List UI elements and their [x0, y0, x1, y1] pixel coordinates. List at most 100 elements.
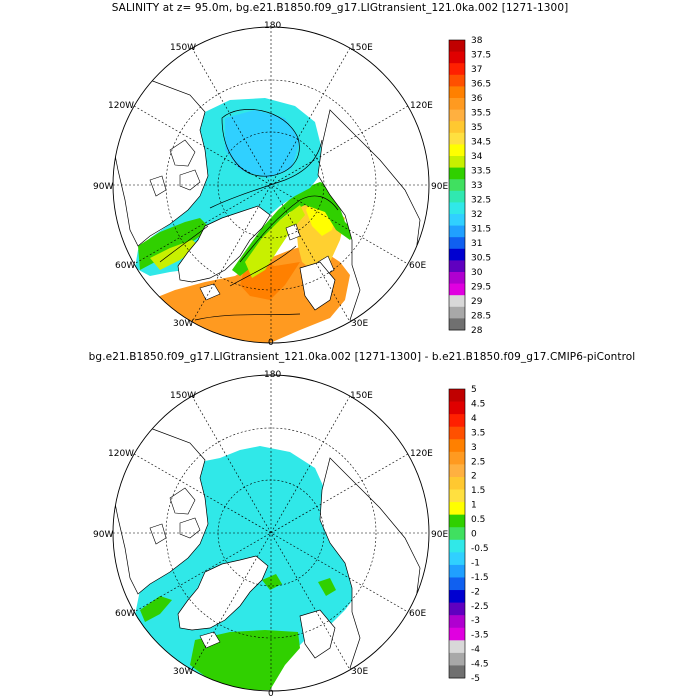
top-map-title: SALINITY at z= 95.0m, bg.e21.B1850.f09_g… — [111, 2, 569, 14]
lon-label-0: 0 — [268, 689, 274, 699]
lon-label-150e: 150E — [350, 43, 373, 53]
top-colorbar-swatch — [449, 98, 465, 110]
bottom-colorbar-label: -2 — [471, 587, 480, 597]
top-colorbar-label: 32.5 — [471, 196, 491, 206]
bottom-colorbar-label: -4.5 — [471, 660, 489, 670]
top-colorbar-label: 35 — [471, 123, 482, 133]
top-colorbar-swatch — [449, 202, 465, 215]
top-colorbar-swatch — [449, 283, 465, 296]
lon-label-30w: 30W — [173, 319, 193, 329]
lon-label-60w: 60W — [115, 609, 135, 619]
lon-label-150e: 150E — [350, 391, 373, 401]
lon-label-60e: 60E — [409, 609, 426, 619]
bottom-colorbar-swatch — [449, 640, 465, 654]
bottom-colorbar-swatch — [449, 577, 465, 591]
bottom-colorbar-swatch — [449, 489, 465, 503]
top-colorbar-swatch — [449, 237, 465, 250]
bottom-colorbar-swatch — [449, 414, 465, 428]
top-colorbar-label: 32 — [471, 210, 482, 220]
bottom-colorbar-swatch — [449, 476, 465, 490]
bottom-colorbar-label: 1.5 — [471, 486, 485, 496]
bottom-colorbar-frame — [448, 388, 466, 679]
bottom-colorbar-swatch — [449, 552, 465, 566]
bottom-colorbar-swatch — [449, 590, 465, 604]
top-map-labels: 180 150E 120E 90E 60E 30E 0 30W 60W 90W … — [93, 21, 448, 348]
lon-label-90e: 90E — [431, 530, 448, 540]
top-salinity-map — [112, 26, 430, 344]
top-colorbar-swatch — [449, 144, 465, 157]
top-colorbar-label: 29.5 — [471, 283, 491, 293]
lon-label-120e: 120E — [410, 449, 433, 459]
top-colorbar-swatch — [449, 225, 465, 238]
top-colorbar-label: 36 — [471, 94, 483, 104]
bottom-colorbar-label: 0.5 — [471, 515, 485, 525]
bottom-colorbar-swatch — [449, 527, 465, 541]
lon-label-150w: 150W — [170, 391, 196, 401]
top-colorbar-label: 37.5 — [471, 51, 491, 61]
top-colorbar-label: 37 — [471, 65, 482, 75]
lon-label-90w: 90W — [93, 182, 113, 192]
top-colorbar-swatch — [449, 214, 465, 226]
top-colorbar-swatch — [449, 167, 465, 180]
lon-label-90e: 90E — [431, 182, 448, 192]
top-colorbar-swatch — [449, 179, 465, 192]
bottom-colorbar-label: 4.5 — [471, 399, 485, 409]
top-colorbar-label: 31 — [471, 239, 482, 249]
bottom-colorbar-label: -3 — [471, 616, 480, 626]
bottom-colorbar-label: 5 — [471, 385, 477, 395]
top-colorbar-swatch — [449, 40, 465, 52]
bottom-colorbar-swatch — [449, 502, 465, 516]
lon-label-150w: 150W — [170, 43, 196, 53]
bottom-map-labels: 180 150E 120E 90E 60E 30E 0 30W 60W 90W … — [93, 370, 448, 699]
top-colorbar-label: 33 — [471, 181, 482, 191]
bottom-colorbar-label: 0 — [471, 530, 477, 540]
bottom-colorbar-label: -4 — [471, 645, 480, 655]
top-colorbar-swatch — [449, 318, 465, 331]
lon-label-0: 0 — [268, 338, 274, 348]
top-colorbar-label: 28.5 — [471, 312, 491, 322]
bottom-colorbar-swatch — [449, 602, 465, 616]
lon-label-120w: 120W — [108, 449, 134, 459]
bottom-colorbar-swatch — [449, 514, 465, 528]
bottom-colorbar: 5 4.5 4 3.5 3 2.5 2 1.5 1 0.5 0 -0.5 -1 -1.5 -2 -2.5 -3 -… — [448, 385, 489, 684]
bottom-colorbar-swatch — [449, 439, 465, 453]
bottom-colorbar-swatch — [449, 564, 465, 578]
lon-label-90w: 90W — [93, 530, 113, 540]
top-colorbar-label: 38 — [471, 36, 483, 46]
top-colorbar-label: 30.5 — [471, 254, 491, 264]
top-colorbar-swatch — [449, 121, 465, 134]
bottom-colorbar-swatch — [449, 451, 465, 465]
bottom-colorbar-swatch — [449, 401, 465, 415]
bottom-colorbar-swatch — [449, 389, 465, 402]
lon-label-30e: 30E — [351, 667, 368, 677]
bottom-green-field — [190, 630, 300, 690]
bottom-colorbar-swatch — [449, 615, 465, 629]
top-colorbar-swatch — [449, 86, 465, 99]
bottom-colorbar-label: 2.5 — [471, 457, 485, 467]
top-colorbar-swatch — [449, 156, 465, 168]
bottom-colorbar-swatch — [449, 426, 465, 440]
top-colorbar-label: 34.5 — [471, 138, 491, 148]
top-colorbar-swatch — [449, 272, 465, 284]
top-colorbar-swatch — [449, 51, 465, 64]
lon-label-120w: 120W — [108, 101, 134, 111]
bottom-colorbar-label: -5 — [471, 674, 480, 684]
bottom-colorbar-label: 1 — [471, 501, 477, 511]
lon-label-30e: 30E — [351, 319, 368, 329]
bottom-colorbar-swatch — [449, 464, 465, 478]
top-colorbar-label: 35.5 — [471, 109, 491, 119]
top-colorbar-swatch — [449, 248, 465, 261]
top-colorbar-swatch — [449, 109, 465, 122]
top-colorbar-label: 34 — [471, 152, 483, 162]
top-colorbar-swatch — [449, 306, 465, 319]
top-colorbar-swatch — [449, 260, 465, 273]
bottom-difference-map — [112, 374, 430, 692]
bottom-colorbar-label: 3.5 — [471, 428, 485, 438]
top-colorbar-swatch — [449, 295, 465, 308]
lon-label-30w: 30W — [173, 667, 193, 677]
top-colorbar-label: 29 — [471, 297, 483, 307]
bottom-colorbar-swatch — [449, 539, 465, 553]
bottom-colorbar-label: -2.5 — [471, 602, 489, 612]
top-colorbar-frame — [448, 39, 466, 331]
